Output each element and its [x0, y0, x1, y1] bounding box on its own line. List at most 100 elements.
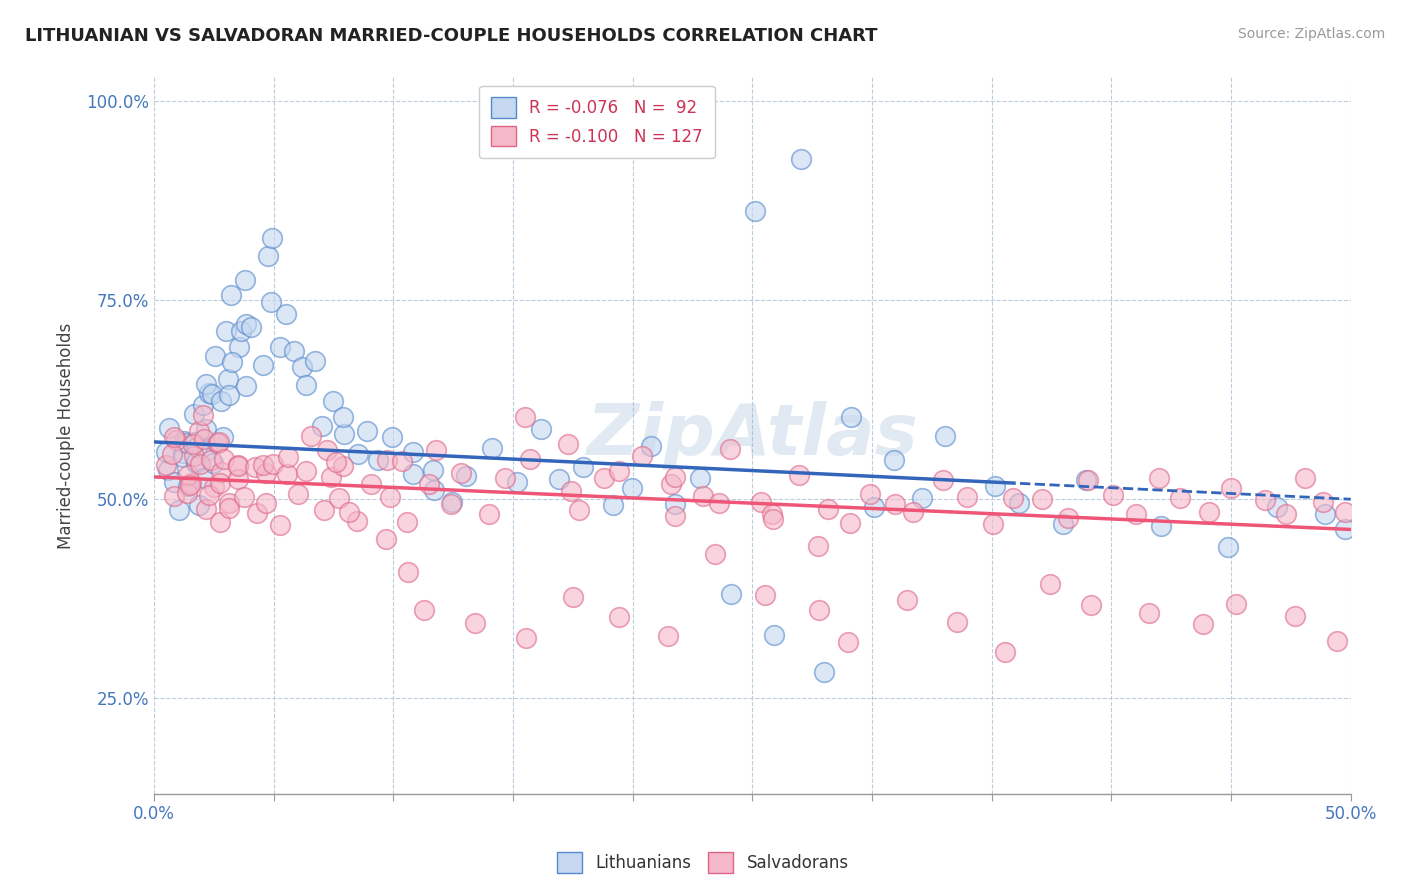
Point	[269, 518, 291, 533]
Point	[214, 324, 236, 338]
Point	[1074, 474, 1097, 488]
Point	[1125, 508, 1147, 522]
Point	[994, 645, 1017, 659]
Point	[378, 490, 401, 504]
Point	[208, 434, 231, 449]
Point	[360, 477, 382, 491]
Legend: R = -0.076   N =  92, R = -0.100   N = 127: R = -0.076 N = 92, R = -0.100 N = 127	[479, 86, 714, 158]
Point	[787, 467, 810, 482]
Point	[1031, 491, 1053, 506]
Point	[283, 343, 305, 358]
Point	[163, 490, 186, 504]
Point	[884, 497, 907, 511]
Point	[808, 603, 831, 617]
Point	[183, 407, 205, 421]
Point	[176, 486, 198, 500]
Point	[609, 610, 631, 624]
Point	[548, 471, 571, 485]
Point	[295, 464, 318, 478]
Point	[184, 454, 207, 468]
Point	[207, 436, 229, 450]
Point	[201, 387, 224, 401]
Point	[630, 449, 652, 463]
Point	[1357, 478, 1379, 492]
Point	[269, 339, 291, 353]
Point	[174, 436, 197, 450]
Point	[209, 476, 232, 491]
Point	[513, 409, 536, 424]
Point	[709, 496, 731, 510]
Point	[186, 456, 208, 470]
Point	[155, 445, 177, 459]
Point	[530, 422, 553, 436]
Point	[592, 471, 614, 485]
Point	[464, 615, 486, 630]
Point	[276, 307, 298, 321]
Point	[160, 447, 183, 461]
Point	[304, 354, 326, 368]
Point	[232, 490, 254, 504]
Point	[328, 491, 350, 505]
Point	[664, 509, 686, 524]
Point	[519, 452, 541, 467]
Point	[246, 506, 269, 520]
Point	[188, 498, 211, 512]
Point	[749, 495, 772, 509]
Point	[193, 432, 215, 446]
Point	[259, 294, 281, 309]
Point	[183, 449, 205, 463]
Point	[911, 491, 934, 505]
Point	[169, 503, 191, 517]
Point	[1057, 511, 1080, 525]
Point	[1219, 481, 1241, 495]
Point	[1198, 505, 1220, 519]
Point	[422, 463, 444, 477]
Point	[217, 372, 239, 386]
Point	[837, 635, 859, 649]
Point	[761, 508, 783, 522]
Point	[181, 437, 204, 451]
Point	[1077, 474, 1099, 488]
Point	[322, 394, 344, 409]
Point	[945, 615, 967, 630]
Point	[440, 497, 463, 511]
Point	[1334, 505, 1357, 519]
Point	[1149, 471, 1171, 485]
Point	[1216, 540, 1239, 554]
Point	[252, 358, 274, 372]
Point	[179, 477, 201, 491]
Point	[295, 378, 318, 392]
Point	[1284, 609, 1306, 624]
Point	[1265, 500, 1288, 515]
Point	[640, 439, 662, 453]
Point	[209, 465, 232, 479]
Point	[337, 505, 360, 519]
Point	[1275, 507, 1298, 521]
Point	[202, 456, 225, 470]
Point	[754, 588, 776, 602]
Point	[180, 475, 202, 490]
Point	[163, 475, 186, 489]
Point	[188, 424, 211, 438]
Point	[440, 495, 463, 509]
Point	[260, 231, 283, 245]
Point	[226, 458, 249, 473]
Point	[402, 445, 425, 459]
Point	[841, 410, 863, 425]
Point	[813, 665, 835, 680]
Point	[1313, 507, 1336, 521]
Point	[243, 459, 266, 474]
Point	[863, 500, 886, 514]
Point	[208, 515, 231, 529]
Point	[254, 466, 277, 480]
Point	[319, 469, 342, 483]
Point	[418, 477, 440, 491]
Point	[195, 442, 218, 457]
Point	[367, 453, 389, 467]
Point	[1137, 607, 1160, 621]
Point	[1168, 491, 1191, 505]
Point	[560, 483, 582, 498]
Point	[689, 471, 711, 485]
Point	[620, 481, 643, 495]
Point	[1334, 522, 1357, 536]
